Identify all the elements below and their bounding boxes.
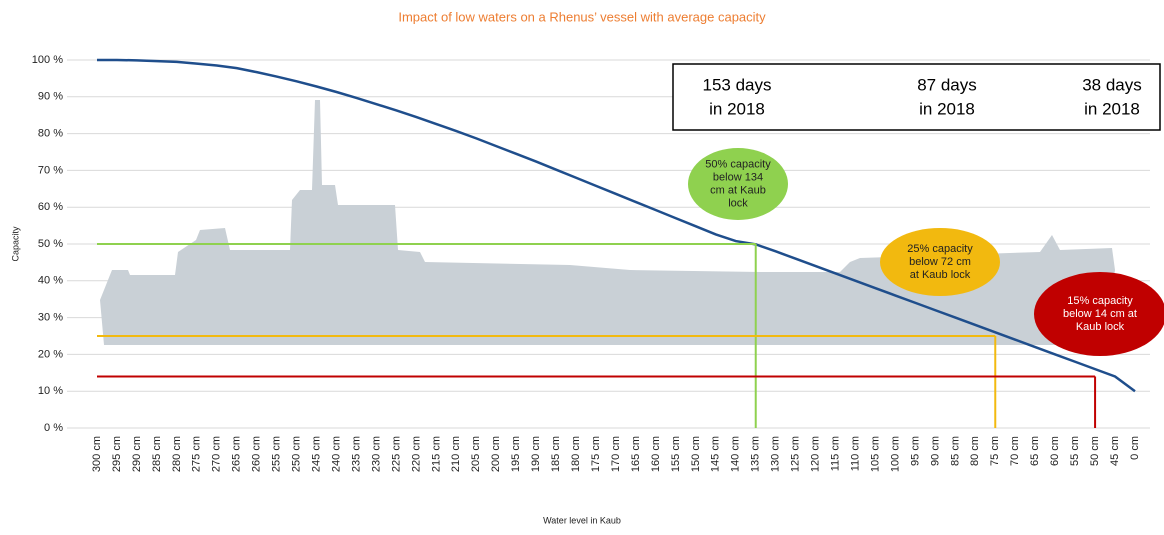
x-tick-label: 175 cm xyxy=(590,436,602,472)
days-text: in 2018 xyxy=(1084,99,1140,118)
x-tick-label: 285 cm xyxy=(151,436,163,472)
y-tick-label: 100 % xyxy=(32,54,63,66)
annotation-text: below 14 cm at xyxy=(1063,308,1137,320)
x-tick-label: 275 cm xyxy=(191,436,203,472)
data-line xyxy=(97,58,1136,393)
annotation-text: below 72 cm xyxy=(909,256,971,268)
x-tick-label: 135 cm xyxy=(750,436,762,472)
y-tick-label: 0 % xyxy=(44,422,63,434)
days-text: in 2018 xyxy=(709,99,765,118)
x-tick-label: 170 cm xyxy=(610,436,622,472)
annotation-text: 15% capacity xyxy=(1067,295,1133,307)
annotation-bubble xyxy=(688,148,788,220)
y-tick-label: 60 % xyxy=(38,201,63,213)
annotation-bubble xyxy=(880,228,1000,296)
x-tick-label: 265 cm xyxy=(231,436,243,472)
x-tick-label: 60 cm xyxy=(1049,436,1061,466)
x-tick-label: 240 cm xyxy=(330,436,342,472)
x-tick-label: 75 cm xyxy=(989,436,1001,466)
y-tick-label: 80 % xyxy=(38,128,63,140)
x-tick-label: 100 cm xyxy=(889,436,901,472)
days-text: in 2018 xyxy=(919,99,975,118)
x-tick-label: 80 cm xyxy=(969,436,981,466)
x-tick-label: 270 cm xyxy=(211,436,223,472)
days-text: 38 days xyxy=(1082,75,1142,94)
x-tick-label: 120 cm xyxy=(810,436,822,472)
annotation-text: at Kaub lock xyxy=(910,269,971,281)
x-tick-label: 105 cm xyxy=(869,436,881,472)
annotation-text: 50% capacity xyxy=(705,158,771,170)
annotation-text: cm at Kaub xyxy=(710,184,766,196)
annotation-text: Kaub lock xyxy=(1076,321,1125,333)
y-tick-label: 50 % xyxy=(38,238,63,250)
x-tick-label: 245 cm xyxy=(310,436,322,472)
y-tick-label: 70 % xyxy=(38,164,63,176)
x-tick-label: 260 cm xyxy=(251,436,263,472)
x-tick-label: 200 cm xyxy=(490,436,502,472)
x-tick-label: 70 cm xyxy=(1009,436,1021,466)
y-tick-label: 30 % xyxy=(38,312,63,324)
x-tick-label: 90 cm xyxy=(929,436,941,466)
x-axis-label: Water level in Kaub xyxy=(543,515,621,525)
days-text: 87 days xyxy=(917,75,977,94)
y-tick-label: 10 % xyxy=(38,385,63,397)
x-tick-label: 150 cm xyxy=(690,436,702,472)
annotation-text: 25% capacity xyxy=(907,243,973,255)
y-tick-label: 20 % xyxy=(38,348,63,360)
x-tick-label: 235 cm xyxy=(350,436,362,472)
x-tick-label: 290 cm xyxy=(131,436,143,472)
x-tick-label: 255 cm xyxy=(271,436,283,472)
x-tick-label: 50 cm xyxy=(1089,436,1101,466)
y-tick-label: 90 % xyxy=(38,91,63,103)
x-tick-label: 225 cm xyxy=(390,436,402,472)
x-tick-label: 125 cm xyxy=(790,436,802,472)
x-tick-label: 65 cm xyxy=(1029,436,1041,466)
x-tick-label: 95 cm xyxy=(909,436,921,466)
annotation-text: lock xyxy=(728,197,748,209)
x-tick-label: 45 cm xyxy=(1109,436,1121,466)
x-tick-label: 145 cm xyxy=(710,436,722,472)
annotation-text: below 134 xyxy=(713,171,763,183)
x-tick-label: 230 cm xyxy=(370,436,382,472)
x-tick-label: 155 cm xyxy=(670,436,682,472)
x-tick-label: 190 cm xyxy=(530,436,542,472)
x-tick-label: 110 cm xyxy=(849,436,861,471)
x-tick-label: 55 cm xyxy=(1069,436,1081,466)
y-axis-label: Capacity xyxy=(10,226,20,262)
x-tick-label: 205 cm xyxy=(470,436,482,472)
x-tick-label: 250 cm xyxy=(291,436,303,472)
x-tick-label: 140 cm xyxy=(730,436,742,472)
annotation-bubble xyxy=(1034,272,1164,356)
x-tick-label: 300 cm xyxy=(91,436,103,472)
x-tick-label: 220 cm xyxy=(410,436,422,472)
y-tick-label: 40 % xyxy=(38,275,63,287)
days-box xyxy=(672,63,1161,131)
x-tick-label: 180 cm xyxy=(570,436,582,472)
x-tick-label: 215 cm xyxy=(430,436,442,472)
plot xyxy=(97,58,1136,428)
ship-silhouette xyxy=(100,100,1115,345)
x-tick-label: 195 cm xyxy=(510,436,522,472)
x-tick-label: 210 cm xyxy=(450,436,462,472)
x-tick-label: 280 cm xyxy=(171,436,183,472)
x-tick-label: 130 cm xyxy=(770,436,782,472)
x-tick-label: 0 cm xyxy=(1129,436,1141,460)
x-tick-label: 85 cm xyxy=(949,436,961,466)
x-tick-label: 165 cm xyxy=(630,436,642,472)
chart-title: Impact of low waters on a Rhenus’ vessel… xyxy=(398,9,766,24)
x-tick-label: 185 cm xyxy=(550,436,562,472)
days-text: 153 days xyxy=(703,75,772,94)
x-tick-label: 115 cm xyxy=(829,436,841,471)
x-tick-label: 295 cm xyxy=(111,436,123,472)
x-tick-label: 160 cm xyxy=(650,436,662,472)
